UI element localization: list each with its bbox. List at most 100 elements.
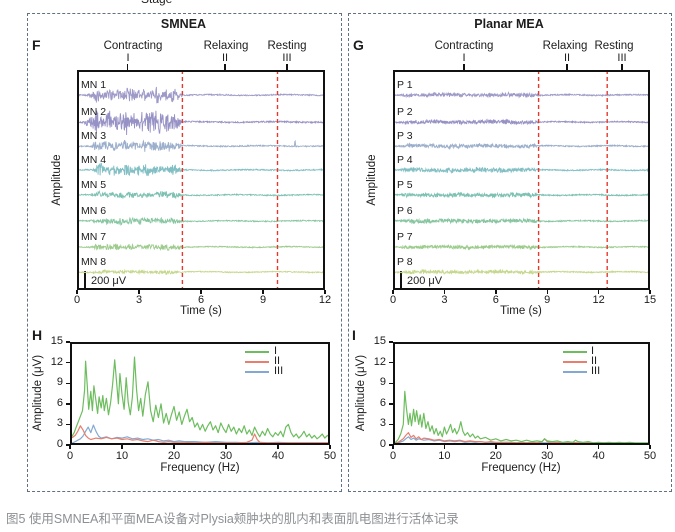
y-tick-label-H: 0 <box>56 438 63 450</box>
y-tick-label-H: 3 <box>56 417 63 430</box>
channel-label-F-2: MN 3 <box>81 130 107 142</box>
x-tick-label-H: 50 <box>323 450 337 462</box>
stage-tick-G <box>621 64 623 71</box>
stage-tick-F <box>126 64 129 71</box>
y-tick-I <box>389 444 393 446</box>
x-tick-F <box>324 290 326 294</box>
y-tick-H <box>66 423 70 426</box>
panel-G-title: Planar MEA <box>474 17 544 31</box>
y-tick-I <box>389 423 393 426</box>
trace-mn7 <box>77 243 325 252</box>
spectrum-series-I-I <box>393 390 650 445</box>
spectrum-series-H-I <box>70 356 330 440</box>
stage-name-relaxing-F: Relaxing <box>203 40 249 52</box>
legend-line-I-III <box>563 371 587 373</box>
panel-G-scalebar-label: 200 μV <box>407 275 443 287</box>
panel-F-plot <box>77 70 325 290</box>
spectrum-series-H-III <box>70 424 330 445</box>
trace-mn6 <box>77 216 325 227</box>
smnea-panel-box <box>27 13 342 492</box>
y-tick-I <box>389 361 393 364</box>
x-tick-label-F: 9 <box>259 294 267 306</box>
trace-mn1 <box>77 86 325 104</box>
x-tick-H <box>329 445 331 449</box>
legend-label-H-II: II <box>274 355 281 367</box>
channel-label-G-0: P 1 <box>397 79 413 91</box>
x-tick-F <box>200 290 202 294</box>
y-tick-I <box>389 382 393 384</box>
x-tick-I <box>597 445 600 449</box>
x-tick-label-G: 0 <box>389 294 397 306</box>
x-tick-label-F: 3 <box>135 294 143 306</box>
channel-label-F-6: MN 7 <box>81 231 107 243</box>
planar-mea-panel-box <box>348 13 672 492</box>
panel-G-xlabel: Time (s) <box>500 305 542 317</box>
x-tick-label-I: 10 <box>438 450 451 462</box>
channel-label-F-5: MN 6 <box>81 205 107 217</box>
y-tick-H <box>66 444 70 446</box>
trace-p5 <box>393 191 650 199</box>
x-tick-G <box>443 290 446 294</box>
y-tick-H <box>66 361 70 364</box>
x-tick-label-I: 0 <box>389 450 397 462</box>
legend-line-I-II <box>563 361 587 363</box>
panel-H-letter: H <box>32 327 43 343</box>
y-tick-I <box>389 403 393 405</box>
x-tick-G <box>392 290 394 294</box>
trace-p8 <box>393 268 650 276</box>
channel-label-G-6: P 7 <box>397 231 413 243</box>
y-tick-label-I: 3 <box>379 417 386 430</box>
stage-name-contracting-F: Contracting <box>103 40 163 52</box>
panel-G-letter: G <box>353 37 364 53</box>
x-tick-label-I: 40 <box>592 450 605 462</box>
channel-label-G-3: P 4 <box>397 154 413 166</box>
x-tick-I <box>495 445 497 449</box>
y-tick-H <box>66 382 70 384</box>
x-tick-label-G: 3 <box>441 294 448 306</box>
x-tick-H <box>277 445 279 449</box>
channel-label-G-4: P 5 <box>397 179 413 191</box>
panel-F-scalebar-label: 200 μV <box>91 275 127 287</box>
x-tick-label-H: 0 <box>66 450 74 462</box>
panel-I-xlabel: Frequency (Hz) <box>481 462 561 474</box>
x-tick-label-I: 20 <box>489 450 502 462</box>
x-tick-I <box>546 445 548 449</box>
stage-numeral-I-F: I <box>126 52 130 64</box>
legend-label-H-I: I <box>274 345 278 357</box>
x-tick-F <box>76 290 78 294</box>
x-tick-G <box>597 290 600 294</box>
stage-tick-G <box>463 64 465 71</box>
x-tick-H <box>173 445 175 449</box>
legend-line-I-I <box>563 351 587 353</box>
panel-G-plot <box>393 70 650 290</box>
legend-line-H-III <box>245 371 269 373</box>
x-tick-label-I: 50 <box>643 450 657 462</box>
stage-label: Stage <box>141 0 172 6</box>
x-tick-label-F: 6 <box>197 294 205 306</box>
trace-p3 <box>393 142 650 151</box>
trace-mn2 <box>77 110 325 136</box>
y-tick-label-H: 12 <box>50 355 63 368</box>
channel-label-F-4: MN 5 <box>81 179 107 191</box>
panel-H-plot <box>70 342 330 445</box>
panel-I-plot <box>393 342 650 445</box>
stage-tick-G <box>566 64 568 71</box>
panel-G-scalebar <box>399 271 402 289</box>
spectrum-series-H-II <box>70 425 330 444</box>
stage-numeral-II-F: II <box>221 52 229 64</box>
y-tick-label-I: 12 <box>373 355 386 368</box>
stage-numeral-III-G: III <box>617 52 627 64</box>
trace-p2 <box>393 118 650 126</box>
channel-label-F-3: MN 4 <box>81 154 107 166</box>
legend-label-I-II: II <box>591 355 598 367</box>
x-tick-label-H: 10 <box>115 450 129 462</box>
stage-name-relaxing-G: Relaxing <box>542 40 588 52</box>
y-tick-label-I: 9 <box>379 376 386 389</box>
x-tick-label-G: 12 <box>592 294 605 306</box>
x-tick-label-I: 30 <box>541 450 554 462</box>
panel-H-xlabel: Frequency (Hz) <box>160 462 240 474</box>
channel-label-F-7: MN 8 <box>81 256 107 268</box>
y-tick-H <box>66 403 70 405</box>
x-tick-label-F: 0 <box>73 294 81 306</box>
